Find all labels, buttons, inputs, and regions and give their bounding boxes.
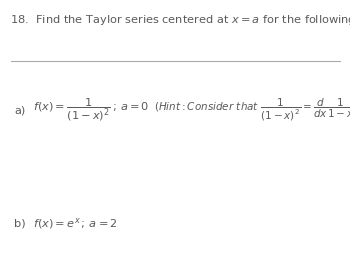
Text: $(\mathit{Hint: Consider\ that\ }\dfrac{1}{(1-x)^2} = \dfrac{d}{dx}\dfrac{1}{1-x: $(\mathit{Hint: Consider\ that\ }\dfrac{… — [154, 97, 350, 123]
Text: b): b) — [14, 218, 26, 228]
Text: 18.  Find the Taylor series centered at $x = a$ for the following functions:: 18. Find the Taylor series centered at $… — [10, 13, 350, 27]
Text: $f(x) = \dfrac{1}{(1-x)^2}\,;\,a = 0$: $f(x) = \dfrac{1}{(1-x)^2}\,;\,a = 0$ — [33, 97, 150, 123]
Text: a): a) — [14, 105, 25, 115]
Text: $f(x) = e^{x}\,;\,a = 2$: $f(x) = e^{x}\,;\,a = 2$ — [33, 216, 118, 231]
